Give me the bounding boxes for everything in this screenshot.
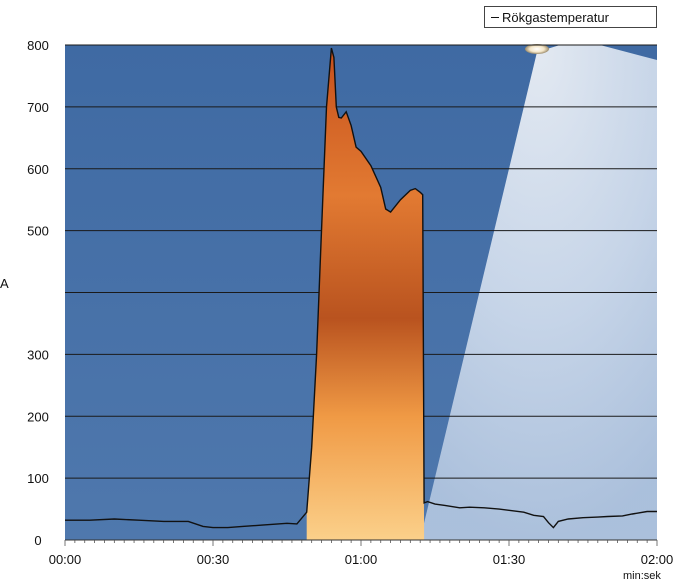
legend-line-swatch <box>491 16 499 18</box>
x-tick-labels: 00:00 00:30 01:00 01:30 02:00 <box>49 552 674 567</box>
x-tick-label: 02:00 <box>641 552 674 567</box>
y-tick-label: 600 <box>27 162 49 177</box>
x-tick-label: 01:30 <box>493 552 526 567</box>
sprinkler-nozzle-icon <box>525 44 549 54</box>
fire-region <box>306 48 425 540</box>
x-minor-ticks <box>64 540 658 546</box>
y-axis-marker: A <box>0 276 9 291</box>
y-tick-label: 800 <box>27 38 49 53</box>
x-tick-label: 00:30 <box>197 552 230 567</box>
y-tick-label: 100 <box>27 471 49 486</box>
y-tick-label: 200 <box>27 409 49 424</box>
x-axis-label: min:sek <box>623 570 661 582</box>
x-tick-label: 01:00 <box>345 552 378 567</box>
series-line-rokgastemperatur <box>65 47 657 529</box>
legend: Rökgastemperatur <box>484 6 657 28</box>
y-tick-label: 300 <box>27 347 49 362</box>
y-tick-label: 0 <box>34 533 41 548</box>
x-tick-label: 00:00 <box>49 552 82 567</box>
y-tick-label: 700 <box>27 100 49 115</box>
y-tick-label: 500 <box>27 224 49 239</box>
legend-label: Rökgastemperatur <box>502 9 609 25</box>
y-tick-labels: 800 700 600 500 300 200 100 0 <box>27 38 49 548</box>
